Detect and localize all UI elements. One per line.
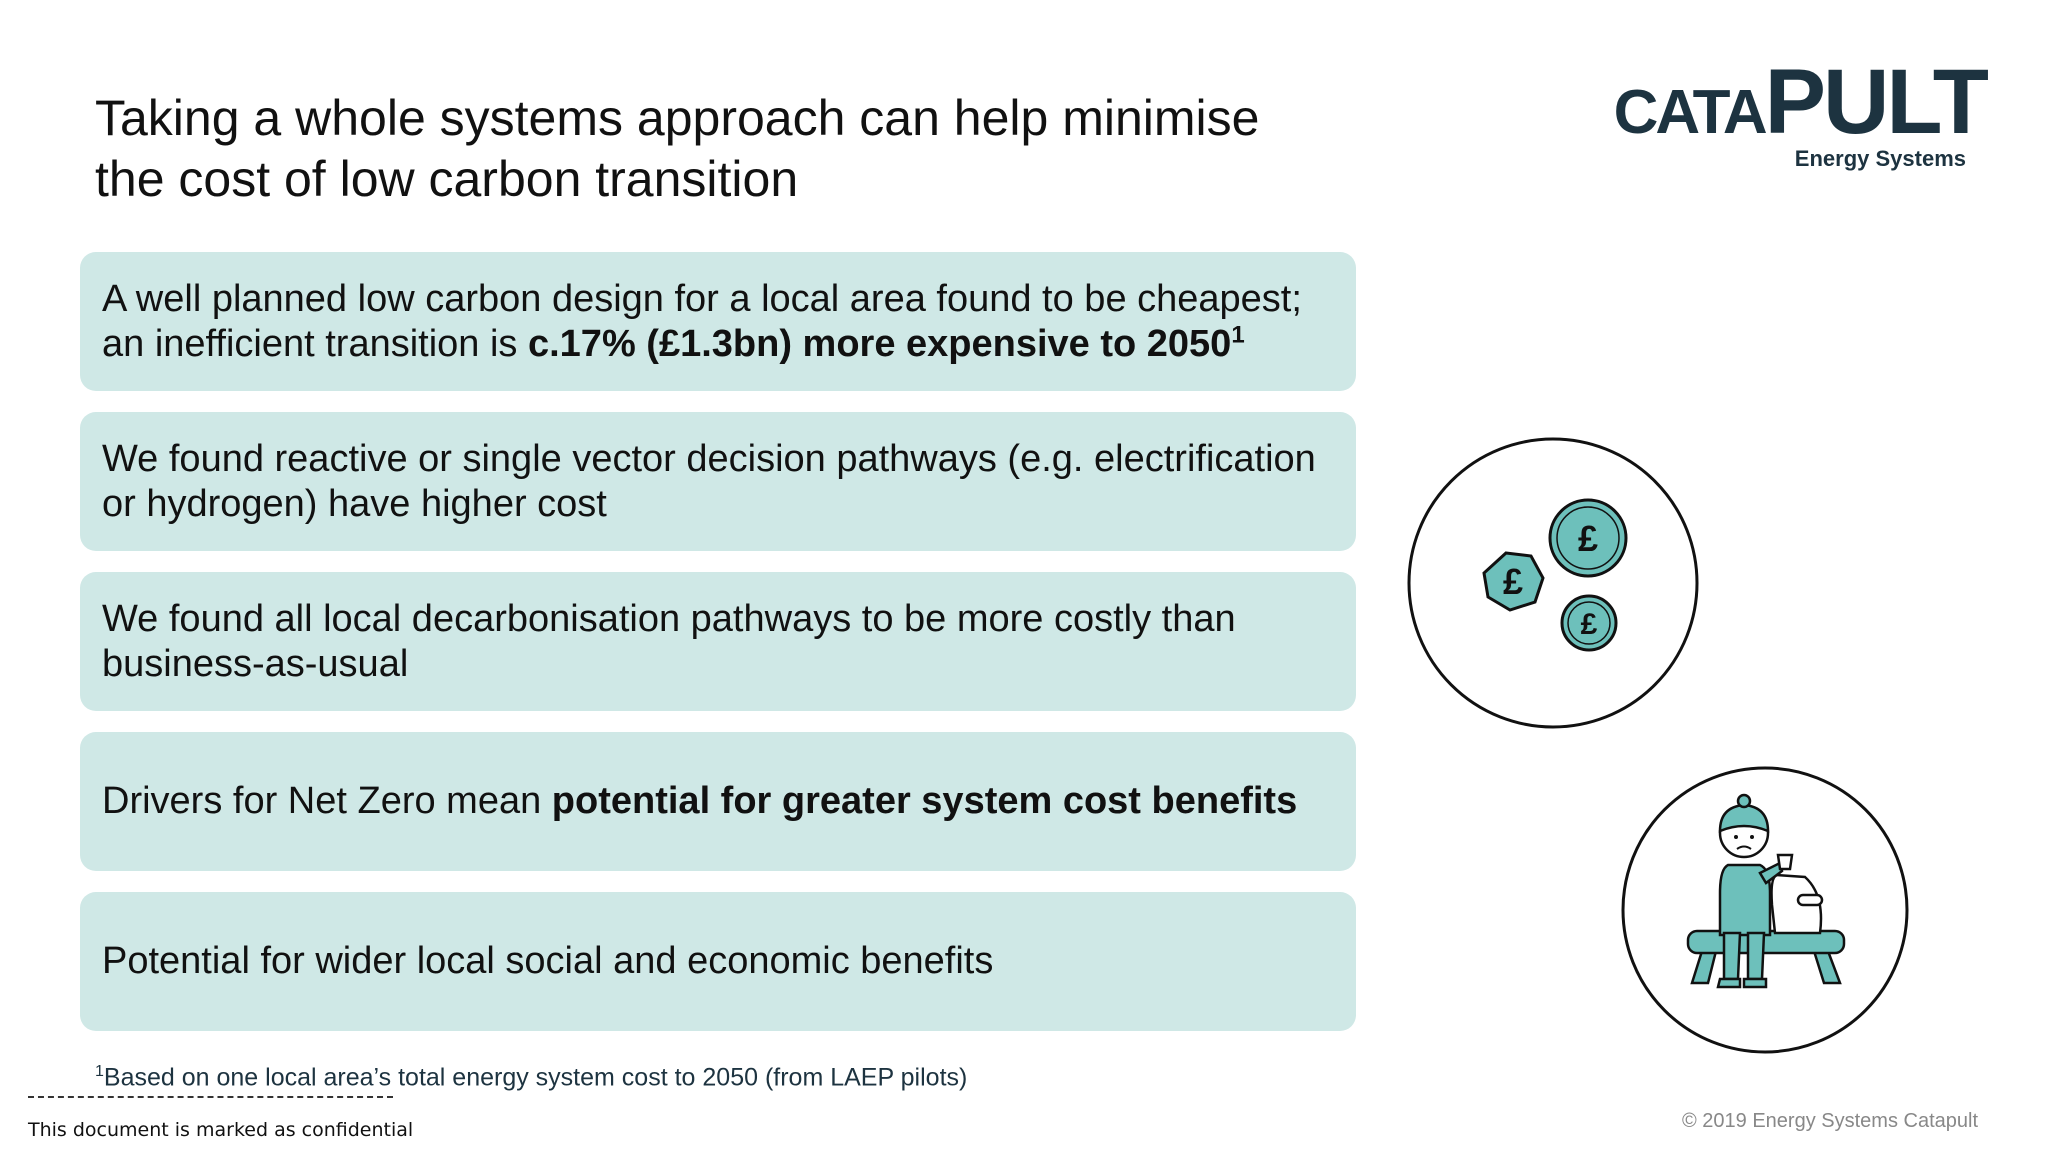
point-3-line-1: We found all local decarbonisation pathw… [102, 597, 1236, 640]
coin-1-symbol: £ [1503, 561, 1523, 602]
point-2-line-2: or hydrogen) have higher cost [102, 482, 607, 525]
footnote: 1Based on one local area’s total energy … [95, 1063, 967, 1092]
copyright-notice: © 2019 Energy Systems Catapult [1682, 1110, 1978, 1132]
point-box-social-benefits: Potential for wider local social and eco… [80, 892, 1356, 1031]
logo-wordmark: CATAPULT [1613, 50, 1989, 155]
point-1-line-2-bold: c.17% (£1.3bn) more expensive to 2050 [527, 322, 1232, 365]
page-title-line-2: the cost of low carbon transition [95, 151, 799, 207]
point-4-plain: Drivers for Net Zero mean [102, 780, 552, 822]
point-box-net-zero-drivers: Drivers for Net Zero mean potential for … [80, 732, 1356, 871]
confidential-notice: This document is marked as confidential [28, 1119, 414, 1141]
point-box-decarbonisation-cost: We found all local decarbonisation pathw… [80, 572, 1356, 711]
coin-3-symbol: £ [1581, 608, 1598, 641]
person-on-bench-icon [1620, 765, 1910, 1055]
point-1-line-1: A well planned low carbon design for a l… [102, 277, 1302, 320]
point-4-bold: potential for greater system cost benefi… [551, 780, 1298, 822]
logo-word-part-1: CATA [1613, 78, 1768, 147]
point-list: A well planned low carbon design for a l… [80, 252, 1356, 1052]
coin-2-symbol: £ [1578, 518, 1598, 559]
point-1-line-2-plain: an inefficient transition is [102, 322, 528, 365]
coins-icon: £ £ £ [1406, 436, 1700, 730]
footnote-text: Based on one local area’s total energy s… [103, 1063, 968, 1092]
point-3-line-2: business-as-usual [102, 642, 409, 685]
catapult-logo: CATAPULT Energy Systems [1614, 50, 1996, 180]
page-title-line-1: Taking a whole systems approach can help… [95, 90, 1260, 146]
point-box-cheapest-design: A well planned low carbon design for a l… [80, 252, 1356, 391]
logo-subtitle: Energy Systems [1794, 146, 1966, 171]
point-5-text: Potential for wider local social and eco… [102, 940, 994, 982]
footnote-marker: 1 [95, 1063, 104, 1080]
point-2-line-1: We found reactive or single vector decis… [102, 437, 1316, 480]
point-1-footnote-ref: 1 [1231, 320, 1245, 348]
point-box-reactive-pathways: We found reactive or single vector decis… [80, 412, 1356, 551]
confidential-divider [28, 1096, 393, 1098]
page-title: Taking a whole systems approach can help… [95, 88, 1395, 210]
logo-word-part-2: PULT [1764, 51, 1989, 153]
